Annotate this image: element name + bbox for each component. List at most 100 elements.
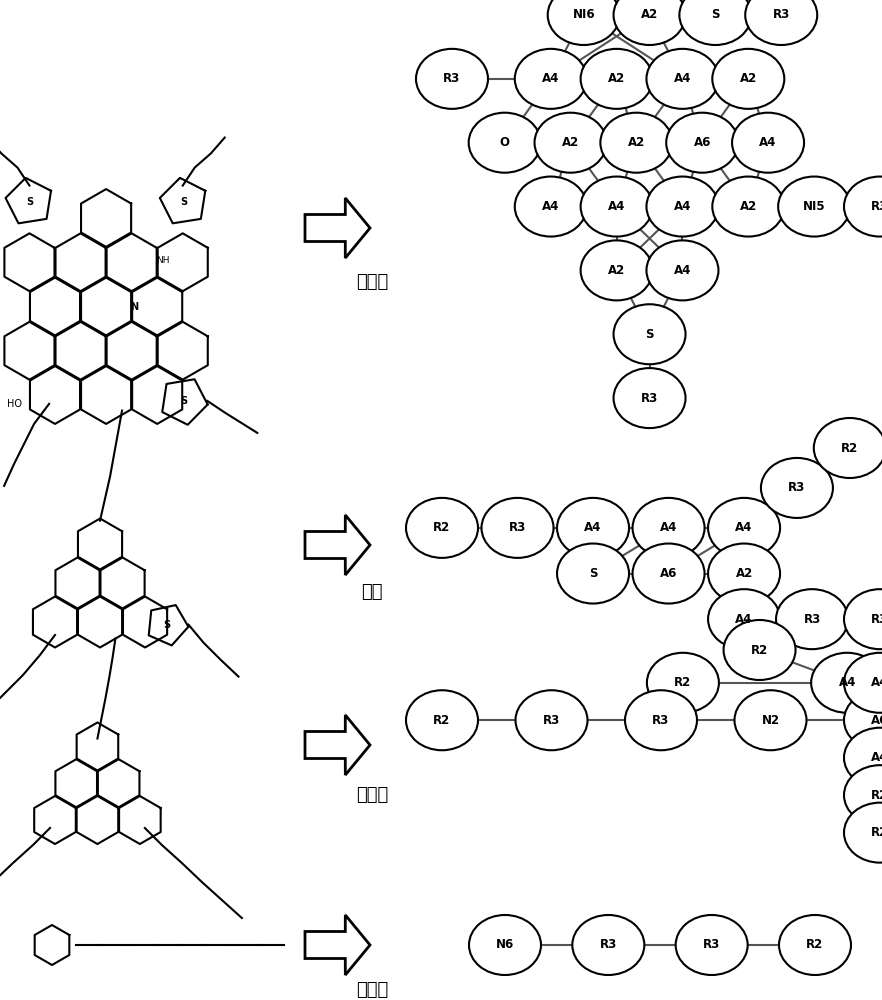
Text: NI6: NI6 (572, 8, 595, 21)
Text: A4: A4 (542, 200, 559, 213)
Text: R3: R3 (600, 938, 617, 952)
Text: 沥青质: 沥青质 (355, 273, 388, 291)
Text: HO: HO (7, 399, 22, 409)
Ellipse shape (557, 544, 629, 604)
Ellipse shape (844, 728, 882, 788)
Ellipse shape (406, 690, 478, 750)
Ellipse shape (614, 0, 685, 45)
Ellipse shape (469, 915, 541, 975)
Text: A2: A2 (740, 200, 757, 213)
Ellipse shape (676, 915, 748, 975)
Text: A6: A6 (693, 136, 711, 149)
Ellipse shape (515, 177, 587, 237)
Text: A6: A6 (660, 567, 677, 580)
Text: 胶质: 胶质 (362, 583, 383, 601)
Text: R3: R3 (543, 714, 560, 727)
Text: R3: R3 (773, 8, 790, 21)
Ellipse shape (666, 113, 738, 173)
Text: A4: A4 (674, 264, 691, 277)
Text: R2: R2 (433, 521, 451, 534)
Text: R2: R2 (806, 938, 824, 952)
Ellipse shape (779, 915, 851, 975)
Text: S: S (646, 328, 654, 341)
Text: A4: A4 (542, 72, 559, 85)
Ellipse shape (515, 49, 587, 109)
Ellipse shape (632, 544, 705, 604)
Text: A4: A4 (839, 676, 856, 689)
Ellipse shape (708, 498, 780, 558)
Text: A6: A6 (871, 714, 882, 727)
Text: A2: A2 (641, 8, 658, 21)
Ellipse shape (548, 0, 620, 45)
Text: A4: A4 (608, 200, 625, 213)
Ellipse shape (647, 177, 719, 237)
Ellipse shape (713, 49, 784, 109)
Ellipse shape (468, 113, 541, 173)
Ellipse shape (778, 177, 850, 237)
Ellipse shape (844, 690, 882, 750)
Ellipse shape (572, 915, 645, 975)
Text: 芳香分: 芳香分 (355, 786, 388, 804)
Text: R3: R3 (509, 521, 527, 534)
Ellipse shape (844, 177, 882, 237)
Text: N2: N2 (761, 714, 780, 727)
Text: R3: R3 (653, 714, 669, 727)
Text: S: S (180, 197, 187, 207)
Ellipse shape (601, 113, 672, 173)
Text: NI5: NI5 (803, 200, 826, 213)
Text: A4: A4 (871, 676, 882, 689)
Text: A2: A2 (628, 136, 645, 149)
Text: 饱和分: 饱和分 (355, 981, 388, 999)
Text: S: S (180, 396, 187, 406)
Ellipse shape (416, 49, 488, 109)
Ellipse shape (745, 0, 818, 45)
Ellipse shape (761, 458, 833, 518)
Ellipse shape (844, 653, 882, 713)
Ellipse shape (844, 765, 882, 825)
Text: A2: A2 (562, 136, 579, 149)
Text: NH: NH (156, 256, 170, 265)
Text: A2: A2 (608, 264, 625, 277)
Text: A4: A4 (585, 521, 602, 534)
Ellipse shape (647, 240, 719, 300)
Ellipse shape (406, 498, 478, 558)
Text: S: S (589, 567, 597, 580)
Ellipse shape (647, 653, 719, 713)
Text: S: S (711, 8, 720, 21)
Polygon shape (305, 515, 370, 575)
Text: R2: R2 (433, 714, 451, 727)
Ellipse shape (482, 498, 554, 558)
Text: R3: R3 (703, 938, 721, 952)
Text: O: O (500, 136, 510, 149)
Text: A4: A4 (871, 751, 882, 764)
Ellipse shape (515, 690, 587, 750)
Text: S: S (26, 197, 33, 207)
Text: R2: R2 (871, 826, 882, 839)
Ellipse shape (708, 589, 780, 649)
Text: R3: R3 (641, 392, 658, 405)
Ellipse shape (625, 690, 697, 750)
Text: R3: R3 (804, 613, 820, 626)
Text: A4: A4 (674, 200, 691, 213)
Polygon shape (305, 198, 370, 258)
Ellipse shape (708, 544, 780, 604)
Text: R2: R2 (751, 644, 768, 656)
Ellipse shape (713, 177, 784, 237)
Ellipse shape (614, 368, 685, 428)
Text: R3: R3 (871, 613, 882, 626)
Ellipse shape (679, 0, 751, 45)
Text: S: S (163, 620, 171, 630)
Text: R3: R3 (444, 72, 460, 85)
Ellipse shape (557, 498, 629, 558)
Ellipse shape (632, 498, 705, 558)
Text: A4: A4 (736, 613, 752, 626)
Text: N: N (131, 302, 138, 312)
Ellipse shape (844, 803, 882, 863)
Text: A2: A2 (608, 72, 625, 85)
Ellipse shape (732, 113, 804, 173)
Text: A4: A4 (736, 521, 752, 534)
Ellipse shape (811, 653, 882, 713)
Ellipse shape (534, 113, 607, 173)
Text: R2: R2 (841, 442, 858, 454)
Ellipse shape (844, 589, 882, 649)
